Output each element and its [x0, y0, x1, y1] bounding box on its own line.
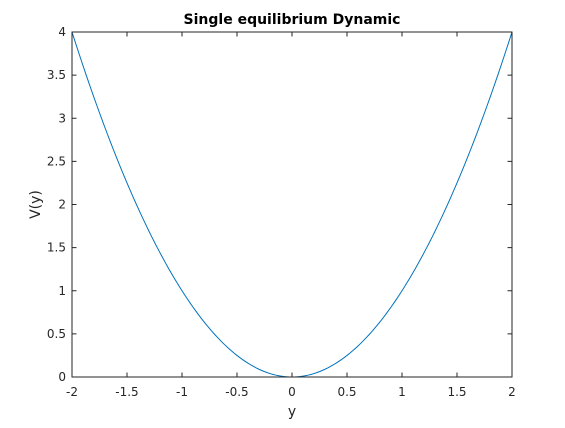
x-tick-label: -1 [176, 385, 188, 399]
x-tick-label: 0 [288, 385, 296, 399]
y-tick-label: 4 [58, 25, 66, 39]
plot-background [72, 32, 512, 377]
chart-title: Single equilibrium Dynamic [184, 12, 401, 28]
x-tick-label: -2 [66, 385, 78, 399]
plot-box [71, 31, 513, 378]
y-tick-label: 1 [58, 284, 66, 298]
x-tick-label: 0.5 [337, 385, 356, 399]
x-tick-label: 1 [398, 385, 406, 399]
x-tick-label: 1.5 [447, 385, 466, 399]
y-tick-label: 2 [58, 198, 66, 212]
y-tick-label: 0.5 [47, 327, 66, 341]
y-tick-label: 3.5 [47, 68, 66, 82]
y-tick-label: 1.5 [47, 241, 66, 255]
y-tick-label: 3 [58, 111, 66, 125]
y-tick-label: 2.5 [47, 154, 66, 168]
x-tick-label: -1.5 [115, 385, 138, 399]
x-tick-label: -0.5 [225, 385, 248, 399]
y-axis-label: V(y) [28, 190, 44, 219]
x-tick-label: 2 [508, 385, 516, 399]
x-axis-ticks: -2 -1.5 -1 -0.5 0 0.5 1 1.5 2 [66, 32, 516, 399]
x-axis-label: y [288, 404, 296, 420]
y-tick-label: 0 [58, 370, 66, 384]
y-axis-ticks: 0 0.5 1 1.5 2 2.5 3 3.5 4 [47, 25, 512, 384]
